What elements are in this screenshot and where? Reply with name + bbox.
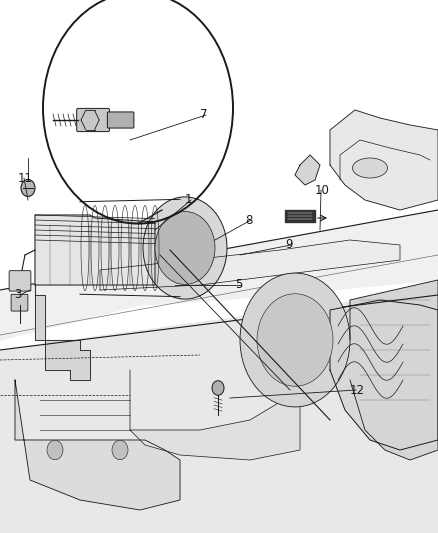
FancyBboxPatch shape [107, 112, 134, 128]
FancyBboxPatch shape [9, 271, 31, 291]
Polygon shape [130, 370, 300, 460]
Polygon shape [330, 110, 438, 210]
Circle shape [112, 440, 128, 460]
Polygon shape [35, 215, 155, 285]
Text: 12: 12 [350, 384, 365, 397]
Circle shape [212, 381, 224, 395]
Text: 10: 10 [315, 183, 330, 197]
Circle shape [21, 180, 35, 197]
Polygon shape [295, 155, 320, 185]
Polygon shape [0, 290, 438, 533]
Text: 11: 11 [18, 172, 33, 184]
FancyBboxPatch shape [11, 294, 28, 311]
Polygon shape [35, 285, 90, 380]
Circle shape [257, 294, 333, 386]
Polygon shape [0, 210, 438, 340]
Polygon shape [100, 240, 400, 290]
Ellipse shape [353, 158, 388, 178]
Circle shape [47, 440, 63, 460]
FancyBboxPatch shape [77, 108, 110, 132]
Polygon shape [15, 380, 180, 510]
Text: 3: 3 [14, 288, 21, 302]
Text: 9: 9 [285, 238, 293, 252]
Text: 8: 8 [245, 214, 252, 227]
Circle shape [143, 197, 227, 299]
Text: 7: 7 [200, 109, 208, 122]
Polygon shape [330, 300, 438, 450]
Circle shape [155, 212, 215, 285]
Polygon shape [350, 280, 438, 460]
Circle shape [240, 273, 350, 407]
Text: 5: 5 [235, 279, 242, 292]
Polygon shape [285, 210, 315, 222]
Text: 1: 1 [185, 193, 192, 206]
